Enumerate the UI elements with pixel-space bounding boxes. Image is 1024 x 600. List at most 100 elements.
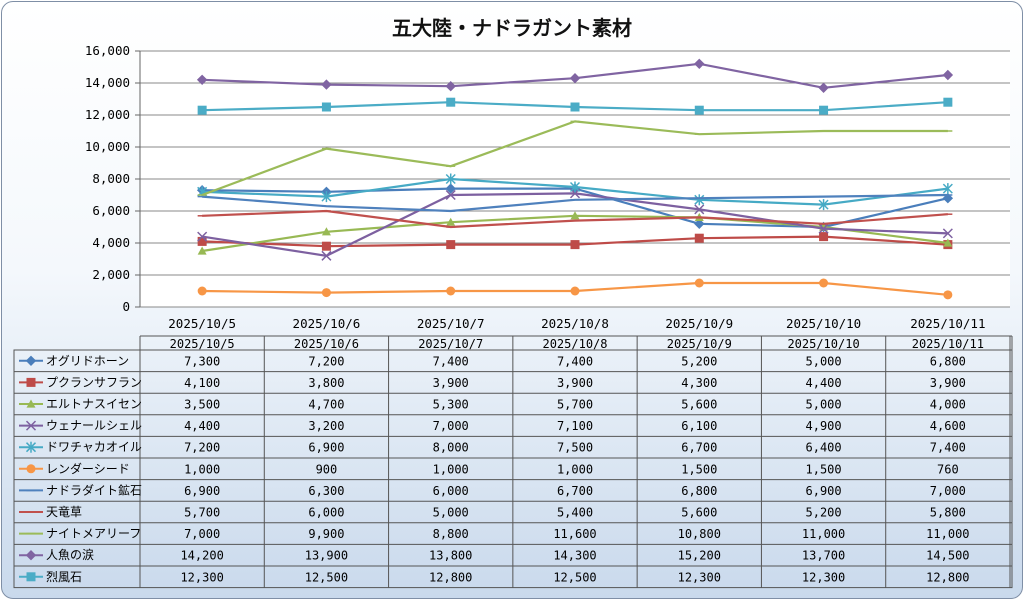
table-cell: 3,900 [433,376,469,390]
y-tick-label: 16,000 [85,43,130,58]
marker-star [321,191,332,203]
x-tick-label: 2025/10/7 [417,316,485,331]
table-cell: 7,500 [557,441,593,455]
marker-circle [321,288,331,298]
marker-diamond [25,355,37,367]
series-5 [197,173,953,211]
table-cell: 1,000 [433,462,469,476]
marker-star [818,199,829,211]
table-header-cell: 2025/10/9 [667,337,732,351]
marker-diamond [445,80,456,92]
table-cell: 11,600 [553,527,596,541]
series-3 [197,211,953,255]
marker-diamond [569,72,581,84]
table-cell: 7,000 [930,484,966,498]
table-row: 天竜草 5,700 6,000 5,000 5,400 5,600 5,200 5,800 [19,505,966,520]
x-tick-label: 2025/10/10 [786,316,861,331]
table-cell: 14,300 [553,549,596,563]
table-row: エルトナスイセン 3,500 4,700 5,300 5,700 5,600 5,000 4,… [19,397,966,412]
table-cell: 1,000 [184,462,220,476]
table-cell: 6,900 [806,484,842,498]
table-cell: 6,900 [308,441,344,455]
marker-diamond [942,69,954,81]
y-tick-label: 2,000 [92,267,130,282]
table-cell: 6,800 [681,484,717,498]
table-cell: 7,400 [433,354,469,368]
table-cell: 1,500 [806,462,842,476]
table-cell: 6,900 [184,484,220,498]
table-cell: 5,000 [806,354,842,368]
marker-circle [197,286,207,296]
x-tick-label: 2025/10/11 [910,316,985,331]
table-cell: 4,700 [308,398,344,412]
table-cell: 9,900 [308,527,344,541]
marker-stroke [197,231,208,242]
table-cell: 12,800 [429,570,472,584]
marker-square [26,572,36,582]
table-row: ウェナールシェル 4,400 3,200 7,000 7,100 6,100 4,900 4,… [19,419,966,433]
marker-diamond [321,79,332,90]
marker-square [446,240,456,250]
table-row: 人魚の涙 14,200 13,900 13,800 14,300 15,200 13,700… [19,547,970,563]
table-cell: 6,800 [930,354,966,368]
table-row-label: オグリドホーン [46,354,129,368]
marker-triangle [197,246,207,255]
table-cell: 12,300 [678,570,721,584]
marker-triangle [26,399,36,408]
table-cell: 6,100 [681,419,717,433]
data-table: 2025/10/5 2025/10/6 2025/10/7 2025/10/8 2025… [13,335,1013,589]
table-cell: 5,600 [681,398,717,412]
marker-diamond [25,549,37,561]
table-cell: 7,400 [930,441,966,455]
table-row-label: プクランサフラン [46,375,142,389]
table-row: ナイトメアリーフ 7,000 9,900 8,800 11,600 10,800 11,00… [19,527,970,541]
marker-stroke [321,250,332,261]
marker-star [25,441,37,453]
table-cell: 4,400 [806,376,842,390]
marker-square [446,97,456,107]
marker-x [25,420,37,431]
table-cell: 4,400 [184,419,220,433]
table-cell: 5,800 [930,506,966,520]
table-row-label: 天竜草 [46,505,82,519]
table-row: プクランサフラン 4,100 3,800 3,900 3,900 4,300 4,400 3,… [19,375,966,390]
table-cell: 11,000 [802,527,845,541]
y-tick-label: 0 [122,299,130,314]
marker-square [321,102,331,112]
marker-square [694,233,704,243]
table-cell: 12,300 [802,570,845,584]
table-cell: 4,100 [184,376,220,390]
table-row-label: 烈風石 [46,570,82,584]
table-cell: 6,000 [308,506,344,520]
table-cell: 5,300 [433,398,469,412]
table-cell: 13,800 [429,549,472,563]
marker-circle [570,286,580,296]
table-cell: 5,200 [806,506,842,520]
table-cell: 1,000 [557,462,593,476]
table-cell: 14,200 [180,549,223,563]
table-row-label: 人魚の涙 [46,547,94,562]
table-row-label: ドワチャカオイル [46,440,142,454]
marker-star [942,183,953,195]
table-cell: 760 [937,462,959,476]
series-7 [197,193,953,213]
marker-triangle [446,217,456,226]
x-tick-label: 2025/10/8 [541,316,609,331]
marker-diamond [694,58,705,70]
marker-square [819,105,829,115]
table-cell: 11,000 [926,527,969,541]
marker-x [694,204,705,215]
marker-stroke [818,223,829,234]
marker-circle [26,464,36,474]
table-header-cell: 2025/10/6 [294,337,359,351]
table-cell: 4,600 [930,419,966,433]
marker-square [570,240,580,250]
table-cell: 8,800 [433,527,469,541]
series-10 [196,58,954,94]
table-header-cell: 2025/10/5 [170,337,235,351]
table-cell: 3,500 [184,398,220,412]
marker-star [694,194,705,206]
table-cell: 3,900 [930,376,966,390]
